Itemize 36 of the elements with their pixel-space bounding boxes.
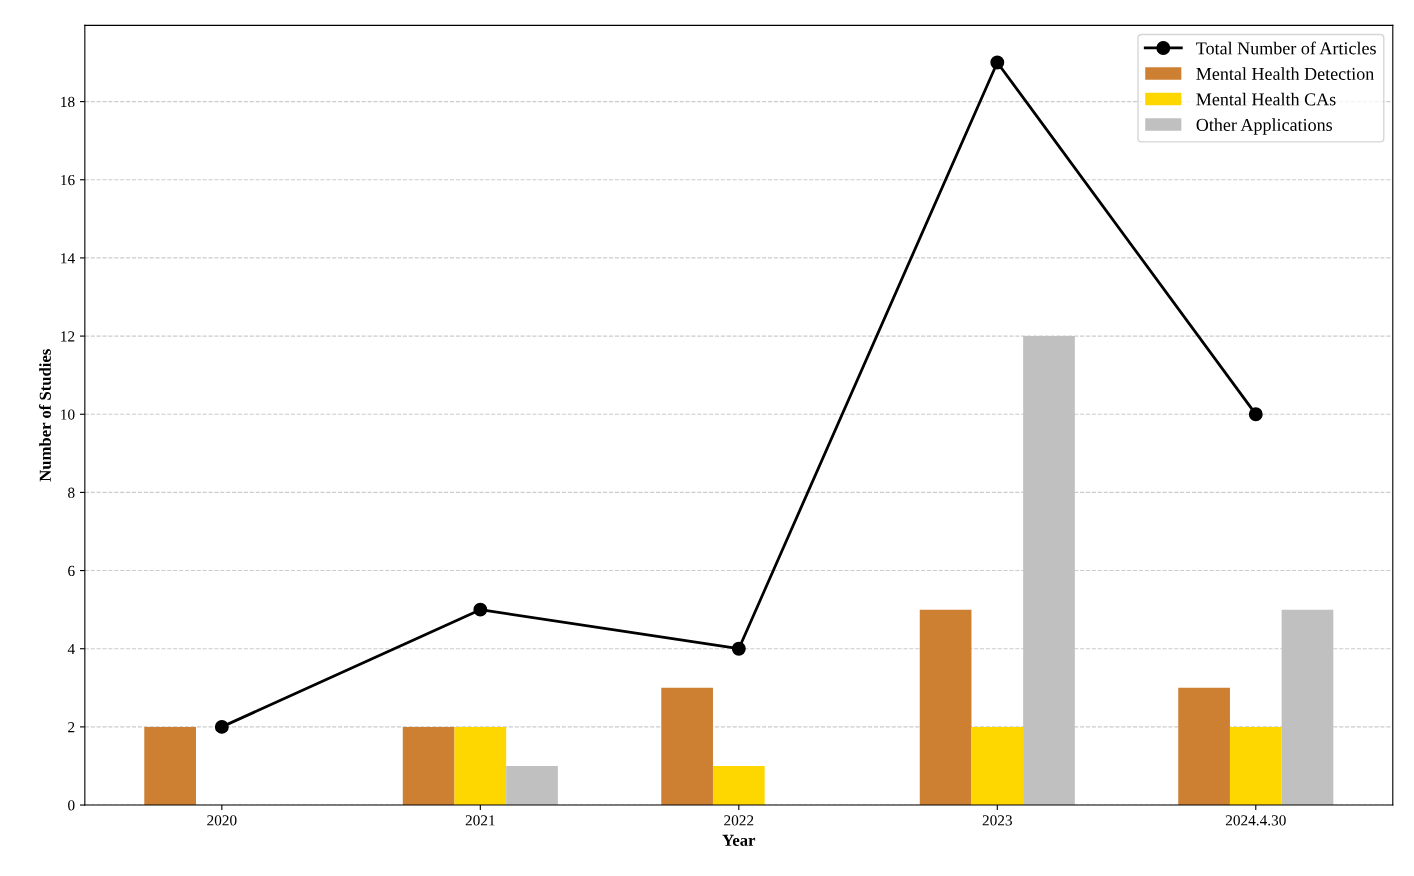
bar [661, 687, 713, 806]
point [990, 55, 1005, 70]
y-tick-label: 14 [61, 253, 75, 264]
y-tick-label: 6 [68, 565, 75, 577]
y-tick-label: 10 [61, 409, 75, 420]
bar [454, 726, 507, 806]
x-tick-label: 2020 [207, 815, 237, 826]
point [1248, 407, 1263, 422]
point [473, 602, 488, 617]
legend-label: Other Applications [1196, 118, 1333, 135]
x-tick-label: 2023 [982, 815, 1012, 826]
legend-label: Mental Health Detection [1196, 67, 1374, 80]
bar [919, 609, 972, 806]
bar [1178, 687, 1230, 806]
y-tick-label: 12 [61, 331, 75, 342]
point [731, 641, 746, 656]
bar [1229, 726, 1282, 806]
legend-label: Total Number of Articles [1196, 41, 1376, 55]
x-tick-label: 2021 [465, 815, 495, 826]
y-tick-label: 4 [67, 643, 75, 655]
y-axis-title: Number of Studies [39, 349, 51, 482]
point [214, 719, 229, 734]
bar [971, 726, 1024, 806]
x-tick-label: 2024.4.30 [1225, 815, 1286, 826]
y-tick-label: 16 [61, 174, 75, 186]
bar [712, 765, 765, 806]
y-tick-label: 18 [61, 96, 75, 108]
bar [402, 726, 455, 806]
bar [506, 765, 558, 806]
y-tick-label: 0 [68, 800, 75, 811]
legend-label: Mental Health CAs [1196, 92, 1336, 106]
y-tick-label: 8 [68, 487, 75, 498]
y-tick-label: 2 [68, 722, 75, 733]
bar [144, 726, 196, 806]
x-axis-title: Year [722, 834, 756, 846]
x-tick-label: 2022 [724, 815, 754, 826]
